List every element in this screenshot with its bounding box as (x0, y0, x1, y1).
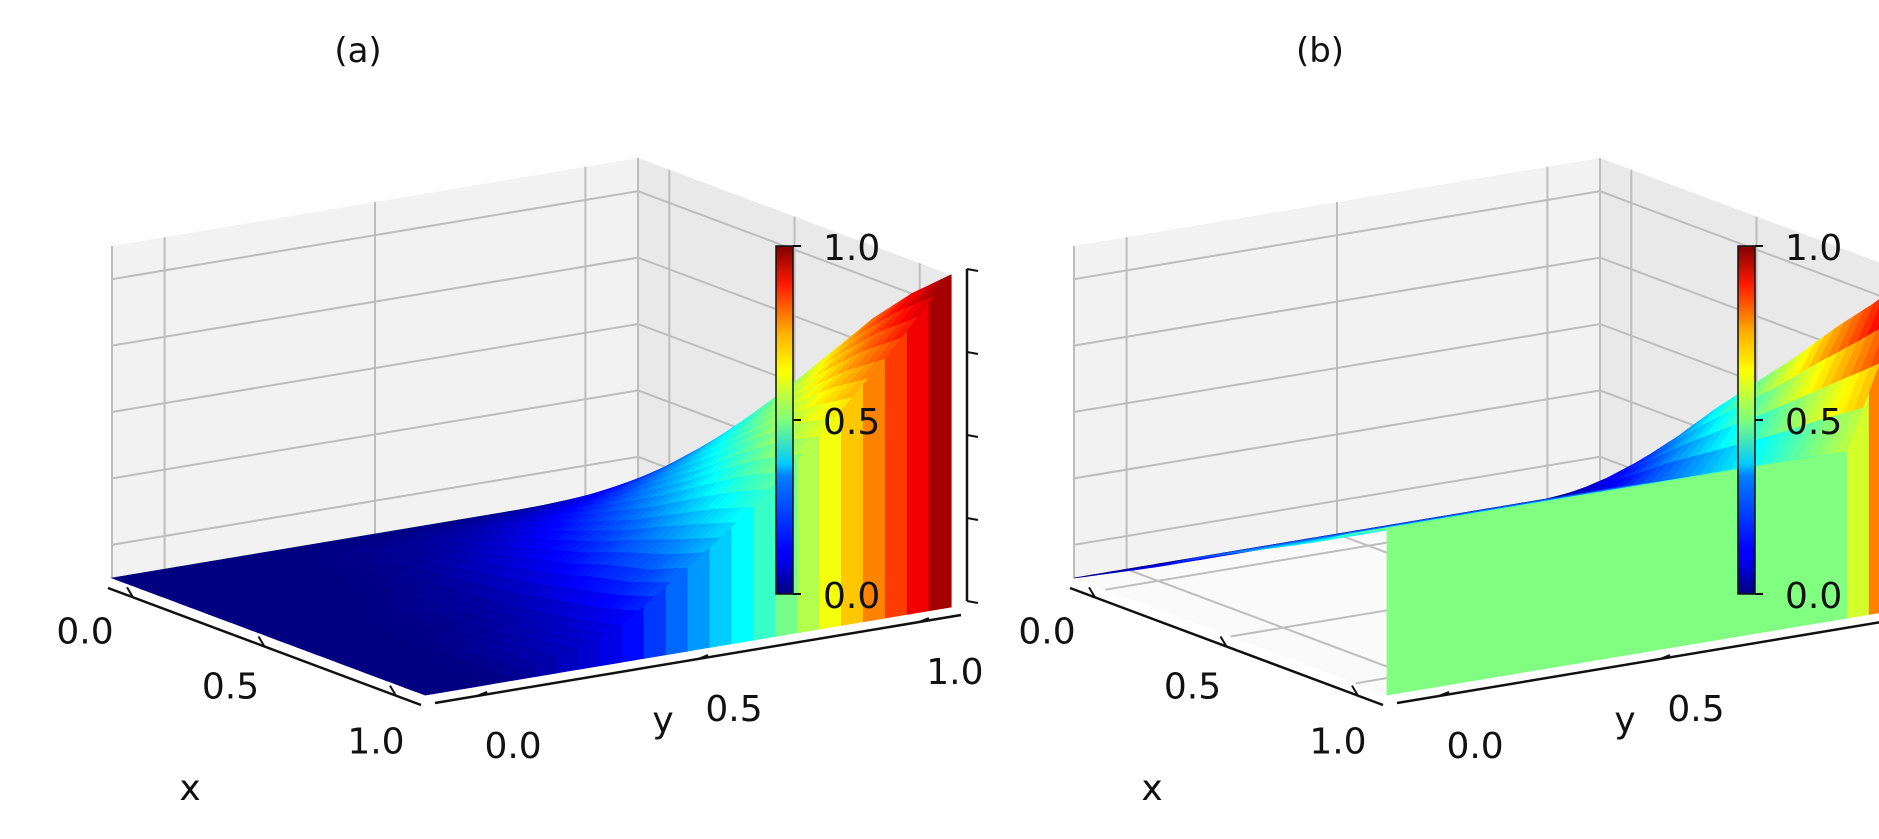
surface-wall (731, 506, 755, 645)
y-tick-label: 0.0 (1446, 726, 1503, 767)
chart-title: (b) (1296, 31, 1344, 71)
colorbar-tick-label: 1.0 (1785, 228, 1842, 269)
z-tick (966, 268, 979, 272)
x-tick (126, 586, 134, 598)
surface-wall (1605, 488, 1629, 659)
colorbar-tick-label: 0.0 (823, 576, 880, 617)
x-axis-label: x (1141, 768, 1162, 809)
colorbar-tick-label: 0.5 (823, 402, 880, 443)
surface-wall (1540, 499, 1563, 670)
surface-wall (797, 435, 820, 634)
surface-wall (1583, 491, 1607, 663)
colorbar-gradient (775, 245, 794, 595)
surface-mesh (1073, 299, 1879, 696)
surface-wall (753, 482, 777, 641)
surface-wall (1408, 521, 1432, 692)
colorbar: 1.0 0.5 0.0 (775, 228, 880, 617)
x-tick (1351, 685, 1359, 697)
y-tick (1659, 654, 1671, 660)
colorbar-tick-label: 1.0 (823, 228, 880, 269)
axis-ticks: 0.00.51.00.00.51.0 (1018, 586, 1879, 767)
z-tick (966, 517, 979, 521)
surface-wall (1759, 462, 1782, 634)
surface-wall (1649, 480, 1673, 652)
surface-wall (709, 526, 733, 648)
surface-plot-a: (a) 0.0 0.5 1.0 0.0 0.5 1.0 x y 1.0 0.5 0.0 (56, 31, 983, 809)
x-tick-label: 0.0 (56, 611, 113, 652)
y-tick-label: 0.5 (705, 689, 762, 730)
surface-wall (1386, 524, 1410, 696)
axis-ticks: 0.0 0.5 1.0 0.0 0.5 1.0 (56, 268, 984, 767)
y-axis-label: y (652, 700, 673, 741)
colorbar-gradient (1737, 245, 1756, 595)
y-tick (476, 691, 488, 697)
x-tick-label: 0.5 (202, 667, 259, 708)
surface-wall (1671, 477, 1695, 648)
surface-wall (1518, 502, 1541, 674)
surface-wall (1430, 517, 1454, 689)
surface-wall (1627, 484, 1651, 656)
y-tick-label: 0.0 (484, 726, 541, 767)
y-axis-label: y (1614, 700, 1635, 741)
surface-wall (1868, 365, 1879, 615)
x-tick (1088, 586, 1096, 598)
x-tick-label: 0.5 (1164, 667, 1221, 708)
colorbar-tick-label: 0.5 (1785, 402, 1842, 443)
x-tick-label: 1.0 (347, 722, 404, 763)
y-tick-label: 0.5 (1667, 689, 1724, 730)
surface-wall (1693, 473, 1717, 645)
colorbar-tick-label: 0.0 (1785, 576, 1842, 617)
surface-wall (906, 301, 930, 615)
x-axis-label: x (179, 768, 200, 809)
surface-wall (1474, 510, 1497, 681)
chart-title: (a) (334, 31, 381, 71)
x-tick (1219, 635, 1228, 648)
surface-wall (1452, 513, 1476, 685)
colorbar: 1.0 0.5 0.0 (1737, 228, 1842, 617)
x-tick-label: 0.0 (1018, 611, 1075, 652)
y-tick (918, 617, 930, 623)
y-tick (697, 654, 709, 660)
x-tick-label: 1.0 (1309, 722, 1366, 763)
surface-wall (1496, 506, 1519, 678)
z-tick (966, 600, 979, 604)
z-tick (966, 351, 979, 355)
surface-plot-b: (b) 0.0 0.5 1.0 0.0 0.5 1.0 x y 1.0 0.5 0.0 (1018, 31, 1879, 809)
y-tick (1438, 691, 1450, 697)
surface-wall (928, 273, 952, 612)
surface-wall (1715, 469, 1739, 641)
x-tick (257, 635, 266, 648)
z-tick (966, 434, 979, 438)
surface-wall (884, 329, 908, 619)
surface-wall (1561, 495, 1585, 667)
y-tick-label: 1.0 (926, 652, 983, 693)
x-tick (389, 685, 397, 697)
